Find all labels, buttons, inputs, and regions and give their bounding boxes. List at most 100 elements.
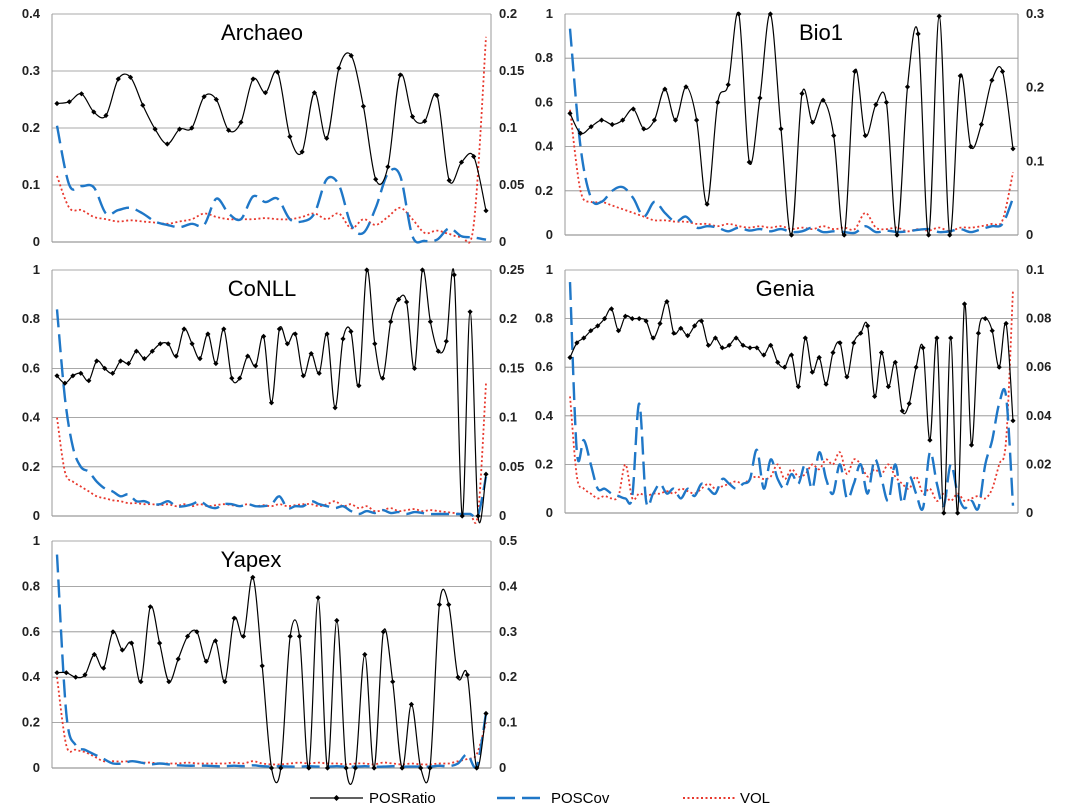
- data-point: [133, 348, 139, 354]
- data-point: [287, 134, 293, 140]
- data-point: [816, 354, 822, 361]
- data-point: [229, 375, 235, 381]
- data-point: [78, 370, 84, 376]
- data-point: [802, 335, 808, 341]
- data-point: [844, 374, 850, 380]
- data-point: [830, 350, 836, 356]
- data-point: [820, 97, 826, 103]
- data-point: [778, 126, 784, 132]
- data-point: [704, 201, 710, 207]
- data-point: [177, 126, 183, 132]
- y-tick-label: 0.8: [22, 578, 40, 593]
- data-point: [609, 121, 615, 128]
- data-point: [726, 342, 732, 348]
- y-tick-label: 0.4: [22, 669, 41, 684]
- y-tick-label: 0.4: [535, 139, 554, 154]
- series-line-posratio-genia: [569, 300, 1014, 514]
- data-point: [464, 672, 470, 678]
- data-point: [788, 232, 795, 238]
- data-point: [409, 114, 416, 120]
- y-tick-label: 0.8: [535, 50, 553, 65]
- data-point: [164, 141, 170, 147]
- y2-tick-label: 0.1: [1026, 153, 1044, 168]
- data-point: [287, 633, 293, 639]
- data-point: [118, 358, 124, 364]
- data-point: [399, 765, 405, 771]
- data-point: [858, 330, 864, 336]
- data-point: [388, 319, 394, 325]
- y-tick-label: 0.3: [22, 63, 40, 78]
- y-tick-label: 0.2: [22, 715, 40, 730]
- data-point: [602, 316, 608, 322]
- y-tick-label: 0.6: [535, 94, 553, 109]
- data-point: [475, 513, 481, 519]
- data-point: [324, 135, 330, 141]
- data-point: [336, 65, 342, 71]
- y2-tick-label: 0: [499, 760, 506, 775]
- data-point: [115, 76, 121, 82]
- data-point: [455, 674, 461, 680]
- data-point: [385, 164, 391, 170]
- data-point: [831, 133, 837, 139]
- data-point: [54, 670, 60, 676]
- data-point: [809, 369, 815, 375]
- data-point: [920, 345, 926, 351]
- data-point: [643, 318, 649, 324]
- y-tick-label: 0.6: [22, 624, 40, 639]
- data-point: [574, 340, 580, 346]
- data-point: [125, 360, 132, 367]
- series-line-vol-archaeo: [56, 36, 487, 244]
- series-line-posratio-conll: [56, 268, 487, 524]
- data-point: [157, 640, 163, 646]
- data-point: [740, 342, 746, 348]
- data-point: [127, 74, 134, 80]
- chart-title-bio1: Bio1: [799, 20, 843, 45]
- data-point: [284, 341, 290, 347]
- data-point: [141, 356, 147, 362]
- data-point: [157, 341, 163, 347]
- legend: POSRatio POSCov VOL: [310, 790, 770, 807]
- legend-label-posratio: POSRatio: [369, 790, 436, 807]
- y-tick-label: 0.8: [22, 311, 40, 326]
- y2-tick-label: 0.05: [499, 177, 524, 192]
- data-point: [324, 765, 331, 771]
- data-point: [775, 359, 781, 365]
- data-point: [692, 323, 698, 329]
- data-point: [823, 381, 829, 387]
- data-point: [837, 340, 843, 346]
- data-point: [181, 326, 187, 332]
- data-point: [947, 232, 953, 238]
- data-point: [91, 109, 97, 115]
- y-tick-label: 0: [33, 760, 40, 775]
- data-point: [436, 602, 442, 608]
- data-point: [306, 765, 312, 771]
- series-line-posratio-yapex: [56, 576, 487, 785]
- data-point: [427, 319, 433, 325]
- data-point: [577, 130, 584, 136]
- y2-tick-label: 0.1: [499, 120, 517, 135]
- data-point: [471, 153, 477, 160]
- data-point: [427, 765, 433, 771]
- data-point: [419, 267, 425, 273]
- y2-tick-label: 0.02: [1026, 456, 1051, 471]
- data-point: [91, 651, 97, 658]
- data-point: [705, 342, 711, 348]
- data-point: [810, 119, 816, 125]
- data-point: [862, 133, 868, 139]
- y-tick-label: 1: [546, 262, 553, 277]
- data-point: [237, 375, 243, 381]
- data-point: [982, 316, 988, 322]
- data-point: [641, 126, 647, 132]
- y2-tick-label: 0.3: [1026, 6, 1044, 21]
- data-point: [101, 665, 107, 671]
- data-point: [316, 370, 322, 376]
- data-point: [651, 117, 657, 123]
- data-point: [883, 99, 889, 105]
- data-point: [712, 335, 718, 341]
- data-point: [446, 177, 452, 184]
- data-point: [73, 674, 79, 680]
- data-point: [904, 84, 911, 90]
- y2-tick-label: 0.08: [1026, 311, 1051, 326]
- data-point: [194, 629, 200, 635]
